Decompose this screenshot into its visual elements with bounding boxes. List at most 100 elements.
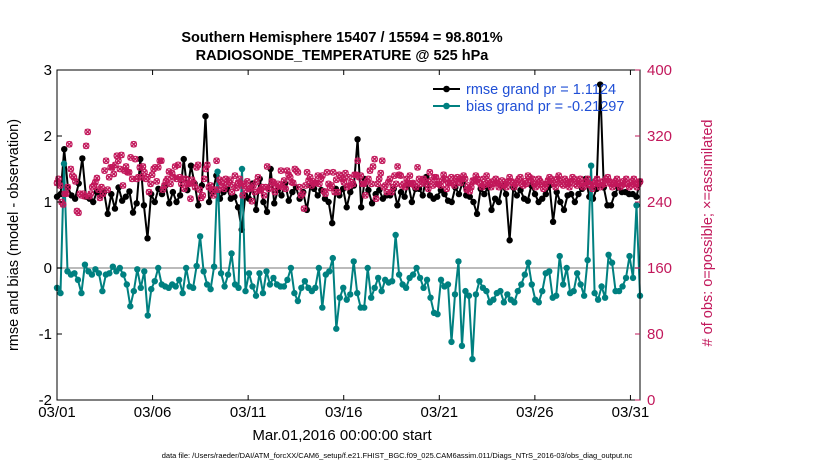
rmse-point bbox=[278, 192, 285, 199]
obs-assimilated-marker bbox=[365, 175, 372, 182]
obs-assimilated-marker bbox=[392, 180, 400, 187]
obs-possible-marker bbox=[345, 173, 352, 181]
bias-point bbox=[291, 289, 298, 297]
obs-assimilated-marker bbox=[83, 142, 90, 149]
obs-assimilated-marker bbox=[129, 175, 136, 182]
obs-possible-marker bbox=[329, 168, 337, 176]
obs-assimilated-marker bbox=[369, 163, 377, 170]
obs-assimilated-marker bbox=[178, 180, 185, 187]
bias-point bbox=[312, 284, 319, 291]
bias-point bbox=[256, 270, 263, 277]
obs-assimilated-marker bbox=[218, 179, 225, 186]
obs-possible-marker bbox=[84, 128, 92, 136]
obs-assimilated-marker bbox=[296, 184, 303, 191]
obs-assimilated-marker bbox=[302, 182, 309, 189]
obs-assimilated-marker bbox=[72, 178, 79, 185]
obs-assimilated-marker bbox=[534, 182, 541, 189]
obs-assimilated-marker bbox=[261, 192, 268, 199]
obs-assimilated-marker bbox=[566, 184, 573, 191]
bias-point bbox=[448, 338, 455, 346]
obs-assimilated-marker bbox=[262, 184, 269, 191]
obs-assimilated-marker bbox=[350, 180, 357, 187]
obs-possible-marker bbox=[260, 191, 268, 199]
y-tick-label-right: 0 bbox=[647, 392, 655, 409]
bias-point bbox=[137, 284, 144, 291]
obs-assimilated-marker bbox=[414, 164, 421, 171]
obs-assimilated-marker bbox=[156, 157, 163, 164]
obs-assimilated-marker bbox=[181, 185, 188, 192]
bias-point bbox=[605, 251, 612, 258]
obs-possible-marker bbox=[414, 163, 421, 171]
bias-point bbox=[74, 276, 82, 284]
obs-assimilated-marker bbox=[294, 169, 301, 176]
rmse-point bbox=[434, 193, 441, 200]
obs-assimilated-marker bbox=[303, 169, 311, 176]
x-tick-label: 03/06 bbox=[134, 404, 172, 421]
obs-assimilated-marker bbox=[477, 180, 484, 187]
bias-point bbox=[259, 289, 267, 297]
bias-point bbox=[455, 258, 462, 265]
obs-assimilated-marker bbox=[190, 179, 197, 187]
rmse-point bbox=[549, 218, 557, 225]
obs-assimilated-marker bbox=[601, 180, 608, 187]
rmse-point bbox=[252, 206, 260, 214]
obs-assimilated-marker bbox=[468, 184, 475, 191]
rmse-point bbox=[473, 210, 481, 218]
obs-assimilated-marker bbox=[454, 174, 461, 181]
obs-assimilated-marker bbox=[598, 182, 605, 189]
bias-point bbox=[539, 287, 546, 295]
obs-assimilated-marker bbox=[609, 184, 616, 191]
bias-point bbox=[525, 259, 532, 266]
obs-assimilated-marker bbox=[627, 182, 634, 189]
rmse-point bbox=[285, 197, 292, 204]
obs-assimilated-marker bbox=[124, 169, 131, 176]
obs-assimilated-marker bbox=[604, 174, 611, 181]
obs-assimilated-marker bbox=[520, 182, 527, 189]
rmse-point bbox=[397, 188, 405, 196]
bias-point bbox=[472, 291, 480, 298]
bias-point bbox=[584, 256, 591, 264]
obs-possible-marker bbox=[243, 177, 251, 185]
obs-assimilated-marker bbox=[511, 184, 518, 191]
obs-assimilated-marker bbox=[187, 195, 194, 202]
obs-assimilated-marker bbox=[474, 175, 481, 182]
rmse-point bbox=[633, 193, 640, 200]
obs-assimilated-marker bbox=[149, 171, 156, 178]
bias-point bbox=[553, 292, 560, 299]
obs-assimilated-marker bbox=[202, 165, 209, 173]
bias-point bbox=[99, 287, 106, 295]
obs-assimilated-marker bbox=[633, 184, 641, 191]
bias-point bbox=[217, 270, 225, 277]
bias-point bbox=[301, 278, 309, 285]
obs-assimilated-marker bbox=[155, 164, 162, 171]
bias-point bbox=[546, 268, 553, 275]
y-tick-label-right: 160 bbox=[647, 260, 672, 277]
bias-point bbox=[619, 283, 626, 290]
bias-point bbox=[371, 284, 378, 291]
obs-possible-marker bbox=[384, 178, 392, 186]
obs-assimilated-marker bbox=[238, 182, 245, 189]
obs-assimilated-marker bbox=[423, 180, 430, 187]
obs-assimilated-marker bbox=[119, 182, 127, 189]
rmse-point bbox=[441, 190, 448, 198]
rmse-point bbox=[455, 190, 463, 198]
obs-assimilated-marker bbox=[213, 157, 220, 164]
rmse-point bbox=[180, 155, 187, 163]
y-tick-label-right: 240 bbox=[647, 194, 672, 211]
obs-assimilated-marker bbox=[623, 175, 630, 182]
bias-point bbox=[423, 276, 431, 284]
bias-point bbox=[514, 287, 522, 295]
obs-assimilated-marker bbox=[280, 177, 288, 184]
obs-assimilated-marker bbox=[141, 169, 148, 176]
obs-possible-marker bbox=[119, 182, 127, 189]
rmse-point bbox=[419, 192, 426, 199]
bias-point bbox=[354, 289, 361, 297]
rmse-point bbox=[187, 162, 195, 169]
bias-point bbox=[280, 283, 288, 290]
obs-assimilated-marker bbox=[84, 128, 91, 135]
obs-assimilated-marker bbox=[248, 198, 255, 205]
obs-assimilated-marker bbox=[167, 180, 174, 187]
bias-point bbox=[123, 281, 131, 288]
obs-assimilated-marker bbox=[127, 154, 134, 161]
bias-point bbox=[127, 303, 134, 310]
